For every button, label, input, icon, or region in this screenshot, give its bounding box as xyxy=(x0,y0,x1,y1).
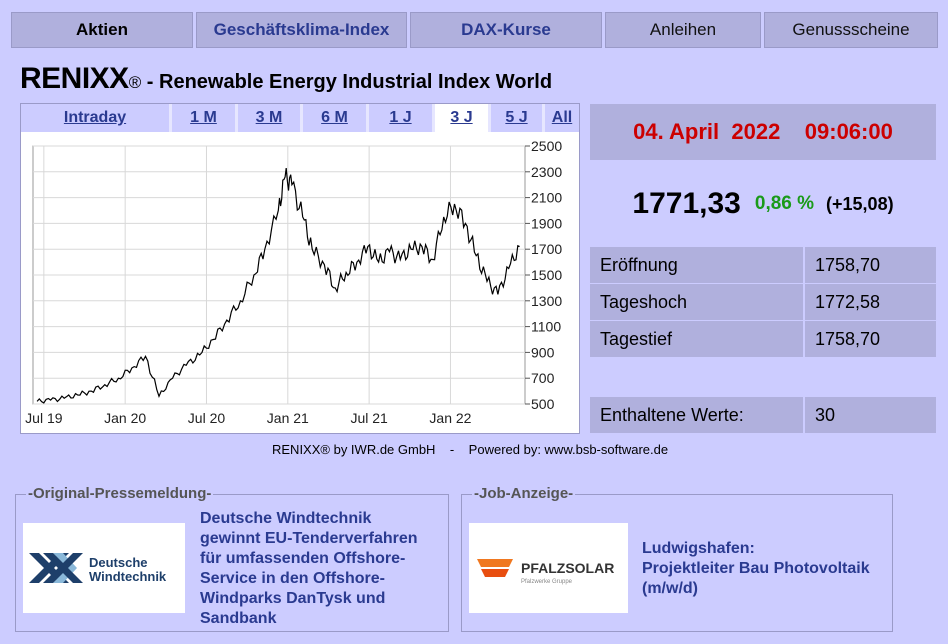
pfalzsolar-logo-sub: Pfalzwerke Gruppe xyxy=(521,579,573,585)
stat-label: Tagestief xyxy=(590,321,803,357)
quote-change-abs: (+15,08) xyxy=(826,193,894,214)
quote-date: 04. April 2022 xyxy=(633,119,781,144)
chart-panel: Intraday 1 M 3 M 6 M 1 J 3 J 5 J All 500… xyxy=(20,103,580,434)
x-tick-label: Jan 22 xyxy=(429,410,471,426)
x-tick-label: Jul 19 xyxy=(25,410,63,426)
x-tick-label: Jan 20 xyxy=(104,410,146,426)
stat-value: 1758,70 xyxy=(805,247,936,283)
y-tick-label: 2100 xyxy=(531,190,562,206)
stat-row-enthaltene-werte: Enthaltene Werte: 30 xyxy=(590,397,936,433)
stat-label: Eröffnung xyxy=(590,247,803,283)
press-release-box: -Original-Pressemeldung- Deutsche Windte… xyxy=(15,485,449,632)
index-subtitle: - Renewable Energy Industrial Index Worl… xyxy=(141,71,553,93)
stat-row-tageshoch: Tageshoch 1772,58 xyxy=(590,284,936,320)
range-6m[interactable]: 6 M xyxy=(303,104,369,132)
range-3m[interactable]: 3 M xyxy=(238,104,303,132)
y-tick-label: 700 xyxy=(531,370,555,386)
index-name: RENIXX xyxy=(20,62,129,95)
y-tick-label: 2300 xyxy=(531,164,562,180)
headline-line: Sandbank xyxy=(200,610,277,627)
headline-line: für umfassenden Offshore- xyxy=(200,550,406,567)
stat-value: 1772,58 xyxy=(805,284,936,320)
y-tick-label: 1700 xyxy=(531,241,562,257)
range-intraday[interactable]: Intraday xyxy=(21,104,172,132)
job-ad-link[interactable]: Ludwigshafen: Projektleiter Bau Photovol… xyxy=(642,539,870,599)
press-release-link[interactable]: Deutsche Windtechnik gewinnt EU-Tenderve… xyxy=(200,509,418,629)
stat-label: Tageshoch xyxy=(590,284,803,320)
deutsche-windtechnik-logo[interactable]: Deutsche Windtechnik xyxy=(23,523,185,613)
series-line xyxy=(36,168,520,404)
headline-line: gewinnt EU-Tenderverfahren xyxy=(200,530,418,547)
headline-line: Service in den Offshore- xyxy=(200,570,385,587)
headline-line: Projektleiter Bau Photovoltaik xyxy=(642,560,870,577)
y-tick-label: 1100 xyxy=(531,319,561,335)
tab-genussscheine[interactable]: Genussscheine xyxy=(764,12,938,48)
registered-mark: ® xyxy=(128,73,142,92)
y-tick-label: 1300 xyxy=(531,293,562,309)
headline-line: Deutsche Windtechnik xyxy=(200,510,372,527)
stat-value: 1758,70 xyxy=(805,321,936,357)
press-release-legend: -Original-Pressemeldung- xyxy=(26,485,214,502)
quote-price-box: 1771,33 0,86 % (+15,08) xyxy=(590,180,936,228)
page-title: RENIXX® - Renewable Energy Industrial In… xyxy=(20,62,552,96)
range-all[interactable]: All xyxy=(545,104,579,132)
y-tick-label: 2500 xyxy=(531,138,562,154)
windtechnik-logo-text-1: Deutsche xyxy=(89,555,148,570)
windtechnik-logo-text-2: Windtechnik xyxy=(89,569,167,584)
tab-anleihen[interactable]: Anleihen xyxy=(605,12,761,48)
stat-row-tagestief: Tagestief 1758,70 xyxy=(590,321,936,357)
y-tick-label: 1900 xyxy=(531,215,562,231)
quote-time: 09:06:00 xyxy=(804,119,893,144)
headline-line: Ludwigshafen: xyxy=(642,540,755,557)
tab-geschaeftsklima-index[interactable]: Geschäftsklima-Index xyxy=(196,12,407,48)
range-5j[interactable]: 5 J xyxy=(491,104,545,132)
stat-row-eroeffnung: Eröffnung 1758,70 xyxy=(590,247,936,283)
range-selector: Intraday 1 M 3 M 6 M 1 J 3 J 5 J All xyxy=(21,104,579,132)
y-tick-label: 500 xyxy=(531,396,555,412)
pfalzsolar-logo-icon: PFALZSOLAR Pfalzwerke Gruppe xyxy=(477,559,614,585)
x-tick-label: Jul 20 xyxy=(188,410,226,426)
x-tick-label: Jul 21 xyxy=(350,410,388,426)
job-ad-legend: -Job-Anzeige- xyxy=(472,485,576,502)
quote-price: 1771,33 xyxy=(632,187,741,220)
quote-change-pct: 0,86 % xyxy=(754,193,815,214)
quote-datetime: 04. April 2022 09:06:00 xyxy=(590,104,936,160)
headline-line: Windparks DanTysk und xyxy=(200,590,386,607)
tab-aktien[interactable]: Aktien xyxy=(11,12,193,48)
range-1m[interactable]: 1 M xyxy=(172,104,238,132)
top-nav: Aktien Geschäftsklima-Index DAX-Kurse An… xyxy=(0,0,948,50)
pfalzsolar-logo-text: PFALZSOLAR xyxy=(521,560,614,576)
stat-label: Enthaltene Werte: xyxy=(590,397,803,433)
windtechnik-logo-icon: Deutsche Windtechnik xyxy=(29,553,167,584)
y-tick-label: 900 xyxy=(531,344,555,360)
range-3j[interactable]: 3 J xyxy=(435,104,491,132)
tab-dax-kurse[interactable]: DAX-Kurse xyxy=(410,12,602,48)
chart-credit: RENIXX® by IWR.de GmbH - Powered by: www… xyxy=(272,442,669,457)
renixx-line-chart: 500 700 900 1100 1300 1500 1700 1900 2100 2300 250… xyxy=(25,138,562,426)
range-1j[interactable]: 1 J xyxy=(369,104,435,132)
job-ad-box: -Job-Anzeige- PFALZSOLAR Pfalzwerke Grup… xyxy=(461,485,893,632)
y-tick-label: 1500 xyxy=(531,267,562,283)
x-tick-label: Jan 21 xyxy=(267,410,309,426)
headline-line: (m/w/d) xyxy=(642,580,698,597)
pfalzsolar-logo[interactable]: PFALZSOLAR Pfalzwerke Gruppe xyxy=(469,523,628,613)
stat-value: 30 xyxy=(805,397,936,433)
